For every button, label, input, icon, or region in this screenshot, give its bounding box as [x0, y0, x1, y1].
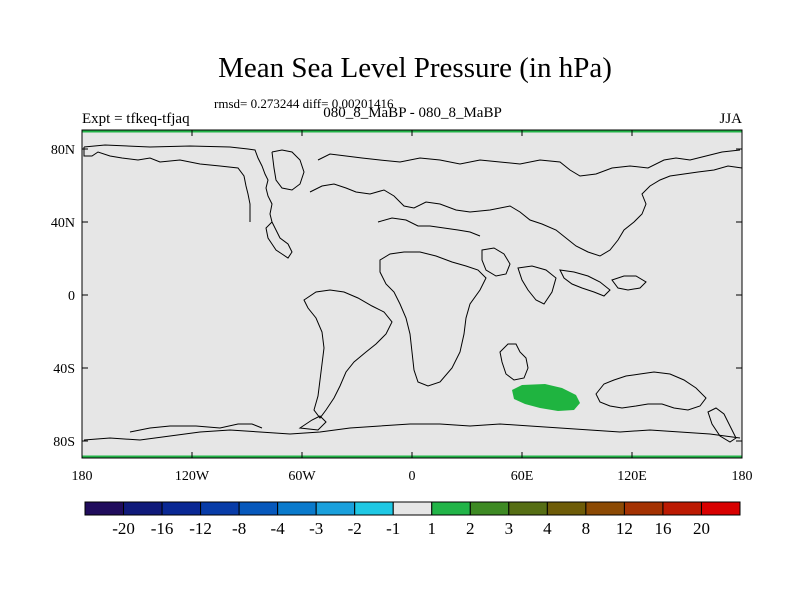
colorbar-label: 8 — [582, 519, 591, 538]
y-tick-label: 40N — [51, 216, 75, 231]
period-label: 080_8_MaBP - 080_8_MaBP — [323, 105, 502, 121]
colorbar-box — [354, 501, 394, 516]
colorbar-box — [238, 501, 279, 516]
x-tick-label: 120E — [617, 469, 647, 484]
colorbar-label: -8 — [232, 519, 246, 538]
colorbar-box — [161, 501, 202, 516]
colorbar-box — [623, 501, 664, 516]
colorbar-box — [315, 501, 356, 516]
colorbar-label: -2 — [348, 519, 362, 538]
coast-antarctica — [83, 423, 741, 441]
colorbar-label: -16 — [151, 519, 174, 538]
colorbar-label: -20 — [112, 519, 135, 538]
coast-eurasia-south — [309, 165, 743, 257]
season-label: JJA — [719, 111, 742, 127]
coast-greenland — [271, 149, 305, 191]
y-tick-label: 80S — [53, 435, 75, 450]
y-tick-label: 80N — [51, 143, 75, 158]
colorbar-labels: -20 -16 -12 -8 -4 -3 -2 -1 1 2 3 4 8 12 16 20 — [112, 519, 710, 538]
coast-maritime-continent — [611, 275, 647, 291]
coast-southeast-asia — [559, 269, 611, 297]
colorbar-box — [585, 501, 625, 516]
x-tick-label: 120W — [175, 469, 210, 484]
coast-weddell-detail — [129, 423, 263, 433]
coast-mediterranean — [377, 217, 481, 237]
plot-title: Mean Sea Level Pressure (in hPa) — [218, 52, 612, 84]
colorbar-label: -1 — [386, 519, 400, 538]
map-axes: 80N 40N 0 40S 80S 180 120W 60W 0 60E 120E 180 — [51, 129, 753, 484]
colorbar-box — [431, 501, 471, 516]
colorbar-box — [392, 501, 433, 516]
coast-australia — [595, 371, 707, 411]
y-tick-label: 40S — [53, 362, 75, 377]
colorbar-label: 1 — [428, 519, 437, 538]
x-tick-label: 180 — [732, 469, 753, 484]
colorbar-box — [700, 501, 741, 516]
experiment-label: Expt = tfkeq-tfjaq — [82, 111, 190, 127]
x-tick-label: 180 — [72, 469, 93, 484]
colorbar-label: -4 — [271, 519, 286, 538]
coast-antarctic-peninsula — [298, 415, 327, 431]
colorbar-label: -12 — [189, 519, 212, 538]
colorbar-boxes — [84, 501, 741, 516]
colorbar-box — [123, 501, 163, 516]
colorbar-label: 16 — [654, 519, 671, 538]
coast-arabia — [481, 247, 511, 277]
y-tick-label: 0 — [68, 289, 75, 304]
map-background — [82, 130, 742, 458]
colorbar-label: 3 — [505, 519, 514, 538]
colorbar-box — [277, 501, 317, 516]
stats-text: rmsd= 0.273244 diff= 0.00201416 — [214, 96, 394, 111]
colorbar-label: 4 — [543, 519, 552, 538]
colorbar-label: 20 — [693, 519, 710, 538]
colorbar-box — [469, 501, 510, 516]
colorbar-label: -3 — [309, 519, 323, 538]
coast-south-america — [303, 289, 393, 419]
colorbar-label: 2 — [466, 519, 475, 538]
coast-india — [517, 265, 557, 305]
coast-new-zealand — [707, 407, 737, 443]
colorbar-box — [508, 501, 548, 516]
coast-madagascar — [499, 343, 529, 381]
colorbar-box — [84, 501, 125, 516]
coast-europe-asia — [317, 149, 741, 177]
coastlines — [83, 144, 743, 443]
x-tick-label: 60W — [288, 469, 316, 484]
anomaly-patch — [512, 384, 580, 411]
coast-africa — [379, 251, 487, 387]
colorbar-box — [662, 501, 702, 516]
x-tick-label: 60E — [511, 469, 534, 484]
colorbar-box — [546, 501, 587, 516]
colorbar-box — [200, 501, 240, 516]
x-tick-label: 0 — [409, 469, 416, 484]
colorbar-label: 12 — [616, 519, 633, 538]
coast-north-america — [83, 144, 293, 259]
coast-alaska-arctic — [83, 147, 251, 222]
